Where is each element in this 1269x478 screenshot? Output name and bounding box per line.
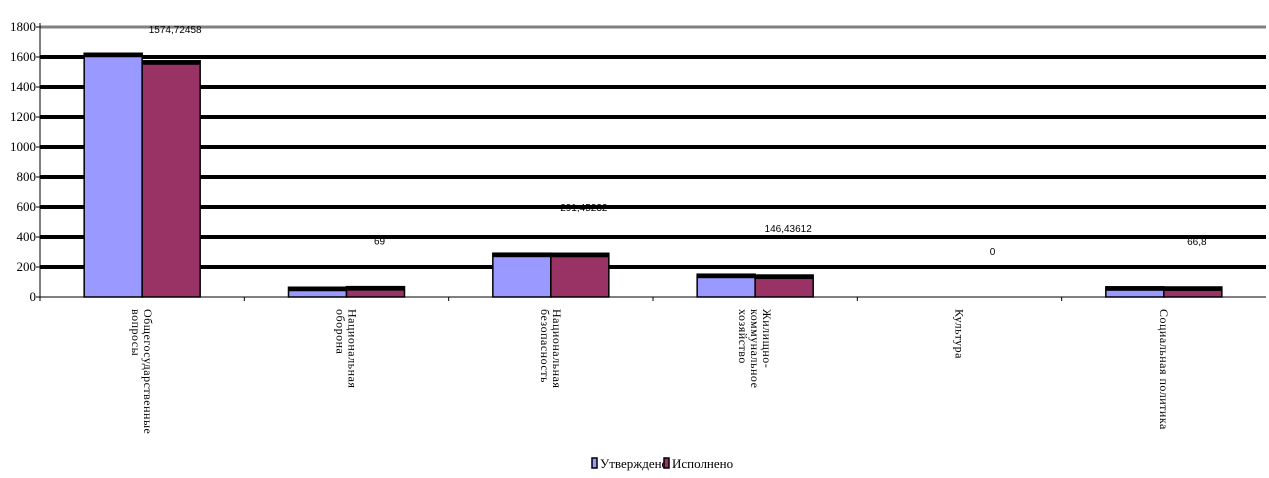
- data-labels: 1574,72458 69 291,45232 146,43612 0 66,8: [149, 25, 1207, 258]
- y-tick-label: 1000: [10, 139, 36, 154]
- bar-top-edge: [346, 286, 405, 291]
- data-label: 291,45232: [560, 203, 608, 214]
- data-label: 66,8: [1187, 237, 1207, 248]
- legend-label-approved: Утверждено: [600, 456, 668, 471]
- bar-executed: [550, 252, 610, 298]
- x-category-label-line: коммунальное: [748, 309, 762, 388]
- data-label: 1574,72458: [149, 25, 202, 36]
- bar-executed: [141, 60, 201, 298]
- x-category-label-line: Национальная: [346, 309, 360, 388]
- x-category-label-line: Жилищно-: [760, 309, 774, 368]
- data-label: 69: [374, 237, 386, 248]
- legend-swatch-executed: [663, 457, 670, 469]
- bar-top-edge: [84, 53, 143, 58]
- data-label: 0: [990, 247, 996, 258]
- x-category-label-line: Общегосударственные: [141, 309, 155, 434]
- x-category-label-line: безопасность: [538, 309, 552, 383]
- y-tick-label: 0: [30, 289, 37, 304]
- x-category-label: Социальная политика: [1157, 309, 1171, 430]
- bar-approved: [492, 252, 552, 298]
- legend: Утверждено Исполнено: [591, 456, 733, 471]
- bar-top-edge: [142, 60, 201, 65]
- x-category-label-line: оборона: [334, 309, 348, 355]
- data-label: 146,43612: [765, 224, 813, 235]
- x-category-label: Культура: [953, 309, 967, 359]
- bar-top-edge: [288, 287, 347, 292]
- x-category-label-line: Социальная политика: [1157, 309, 1171, 430]
- y-tick-label: 1400: [10, 79, 36, 94]
- y-tick-label: 800: [17, 169, 37, 184]
- y-tick-label: 600: [17, 199, 37, 214]
- bar-top-edge: [697, 274, 756, 279]
- bar-top-edge: [755, 275, 814, 280]
- bars: [83, 52, 1223, 298]
- bar-top-edge: [492, 253, 551, 258]
- legend-label-executed: Исполнено: [672, 456, 733, 471]
- x-category-label-line: вопросы: [129, 309, 143, 356]
- y-tick-label: 1200: [10, 109, 36, 124]
- grid-lines: [40, 25, 1266, 269]
- bar-top-edge: [1163, 286, 1222, 291]
- y-tick-label: 1600: [10, 49, 36, 64]
- y-tick-label: 200: [17, 259, 37, 274]
- x-category-label-line: Культура: [953, 309, 967, 359]
- y-tick-label: 400: [17, 229, 37, 244]
- x-category-label-line: Национальная: [550, 309, 564, 388]
- bar-approved: [83, 52, 143, 298]
- x-category-label-line: хозяйство: [736, 309, 750, 364]
- y-axis: 0 200 400 600 800 1000 1200 1400 1600 1800: [10, 19, 41, 304]
- legend-swatch-approved: [591, 457, 598, 469]
- bar-top-edge: [1105, 286, 1164, 291]
- y-tick-label: 1800: [10, 19, 36, 34]
- bar-top-edge: [550, 253, 609, 258]
